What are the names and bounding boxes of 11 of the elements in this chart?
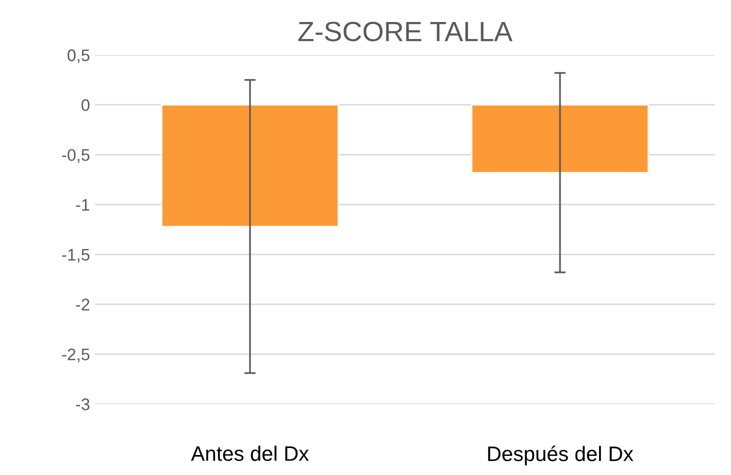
x-tick-label: Antes del Dx bbox=[190, 446, 309, 461]
y-tick-label: -1 bbox=[76, 199, 90, 211]
y-tick-label: -3 bbox=[76, 398, 90, 410]
x-tick-label: Después del Dx bbox=[488, 446, 634, 466]
y-tick-label: -0,5 bbox=[62, 149, 90, 163]
y-tick-label: 0 bbox=[82, 99, 90, 112]
chart-title: Z-SCORE TALLA bbox=[298, 22, 512, 42]
y-tick-label: -2,5 bbox=[62, 348, 90, 362]
y-tick-label: -2 bbox=[76, 298, 90, 310]
y-tick-label: 0,5 bbox=[68, 49, 90, 64]
y-tick-label: -1,5 bbox=[62, 249, 90, 263]
